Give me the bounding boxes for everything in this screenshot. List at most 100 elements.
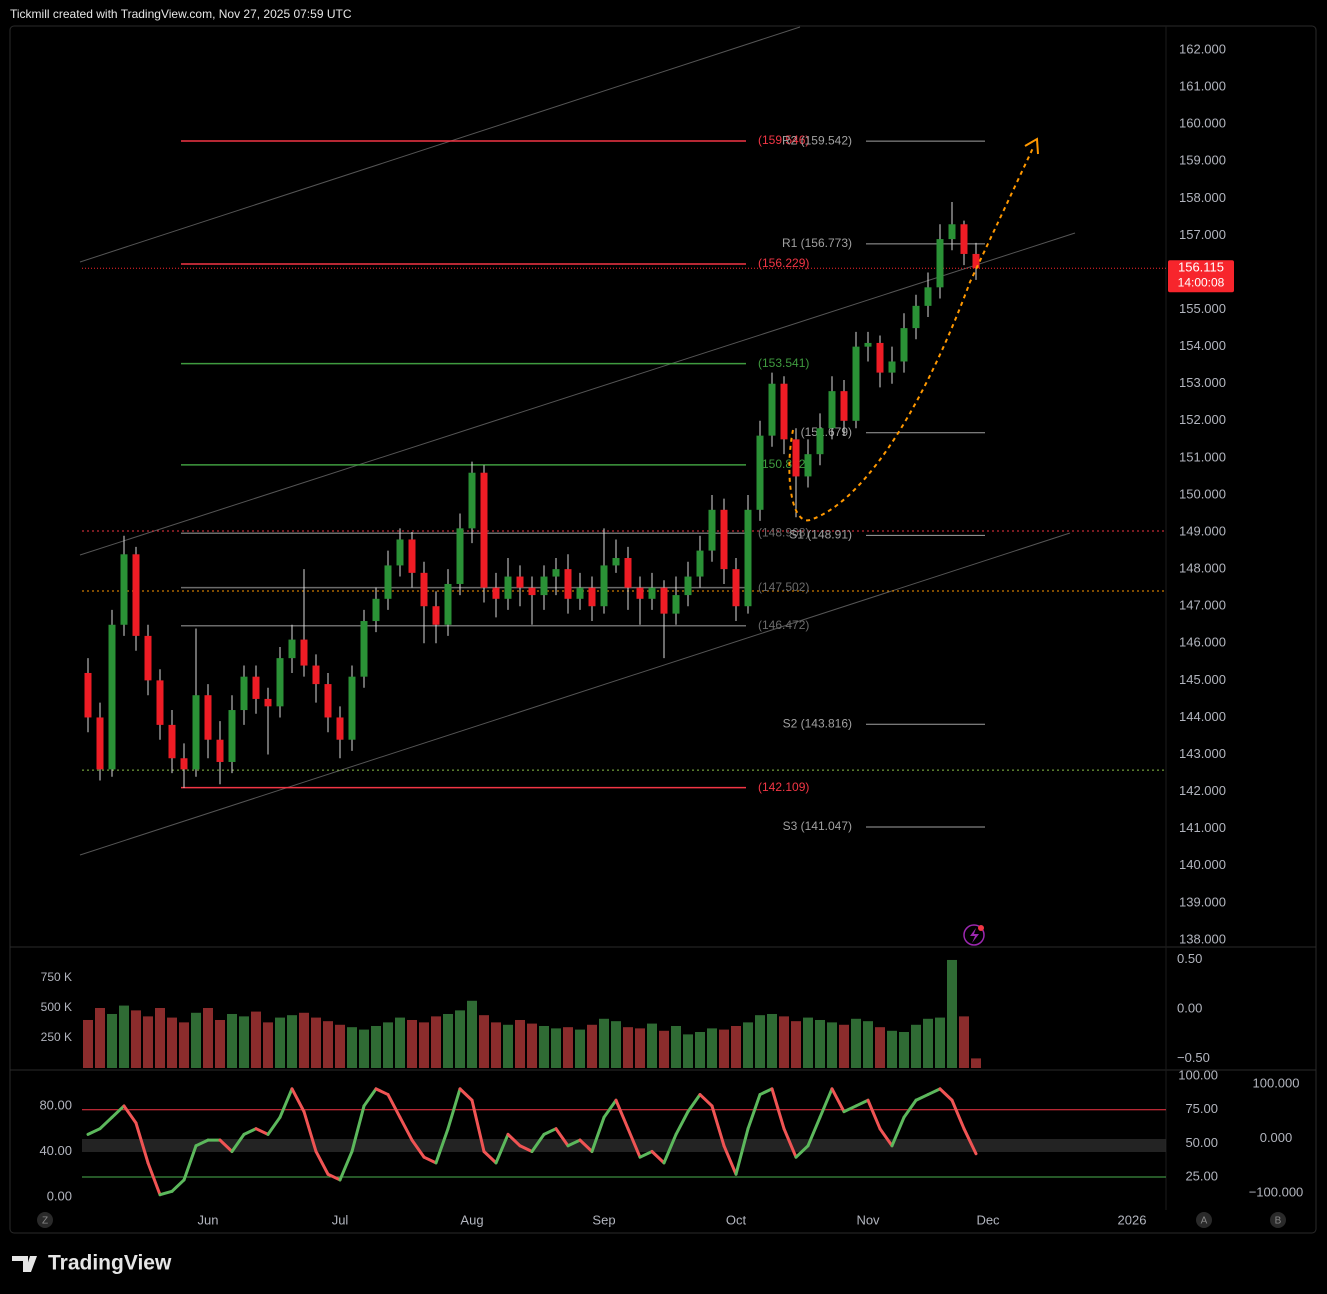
oscillator-segment: [950, 1098, 966, 1131]
tick-label: 142.000: [1179, 783, 1226, 798]
candle-body: [876, 342, 884, 373]
tick-label: 50.00: [1185, 1135, 1218, 1150]
candle-body: [816, 428, 824, 455]
oscillator-segment: [530, 1132, 546, 1153]
candle-body: [444, 583, 452, 625]
oscillator-segment: [182, 1144, 198, 1182]
oscillator-segment: [362, 1087, 378, 1108]
tick-label: 159.000: [1179, 153, 1226, 168]
oscillator-segment: [194, 1138, 210, 1148]
oscillator-segment: [878, 1127, 894, 1148]
volume-bar: [599, 1018, 609, 1068]
level-label: (147.502): [758, 580, 809, 594]
candle-body: [240, 676, 248, 711]
volume-bar: [143, 1016, 153, 1068]
oscillator-segment: [926, 1087, 942, 1097]
volume-bar: [767, 1013, 777, 1068]
alert-icon[interactable]: [963, 924, 985, 946]
volume-bar: [611, 1021, 621, 1068]
oscillator-segment: [242, 1127, 258, 1136]
candle-body: [144, 635, 152, 681]
volume-bar: [839, 1024, 849, 1068]
axis-button[interactable]: [1196, 1212, 1212, 1228]
oscillator-segment: [158, 1189, 174, 1197]
oscillator-segment: [698, 1093, 714, 1108]
axis-button-label[interactable]: Z: [42, 1216, 48, 1227]
volume-bar: [875, 1027, 885, 1068]
tick-label: 162.000: [1179, 41, 1226, 56]
axis-button[interactable]: [37, 1212, 53, 1228]
axis-button[interactable]: [1270, 1212, 1286, 1228]
oscillator-segment: [446, 1087, 462, 1131]
candle-body: [540, 576, 548, 596]
oscillator-segment: [782, 1127, 798, 1159]
tick-label: 158.000: [1179, 190, 1226, 205]
oscillator-segment: [350, 1104, 366, 1153]
tick-label: 149.000: [1179, 523, 1226, 538]
candle-body: [768, 383, 776, 436]
pivot-label: (151.679): [801, 425, 852, 439]
volume-bar: [119, 1005, 129, 1068]
candle-body: [132, 554, 140, 636]
tick-label: 0.00: [1177, 1000, 1202, 1015]
candle-body: [852, 346, 860, 421]
oscillator-segment: [602, 1098, 618, 1119]
volume-bar: [131, 1010, 141, 1068]
volume-bar: [227, 1013, 237, 1068]
candle-body: [864, 342, 872, 347]
x-tick-label: Sep: [592, 1212, 615, 1227]
tick-label: 750 K: [41, 970, 72, 984]
level-label: (159.546): [758, 133, 809, 147]
oscillator-segment: [518, 1144, 534, 1153]
tick-label: 0.000: [1260, 1130, 1293, 1145]
oscillator-segment: [614, 1098, 630, 1131]
pivot-label: S3 (141.047): [783, 819, 852, 833]
candle-body: [156, 680, 164, 725]
oscillator-segment: [86, 1127, 102, 1136]
candle-body: [612, 558, 620, 566]
oscillator-segment: [866, 1098, 882, 1131]
candle-body: [420, 572, 428, 607]
volume-bar: [287, 1015, 297, 1068]
axis-button-label[interactable]: A: [1201, 1216, 1208, 1227]
tick-label: 40.00: [39, 1143, 72, 1158]
oscillator-segment: [806, 1115, 822, 1148]
candle-body: [780, 383, 788, 440]
alert-dot: [978, 925, 984, 931]
level-label: (142.109): [758, 780, 809, 794]
volume-bar: [755, 1015, 765, 1068]
candle-body: [324, 684, 332, 718]
tick-label: 152.000: [1179, 412, 1226, 427]
candle-body: [708, 509, 716, 551]
candle-body: [228, 710, 236, 762]
volume-bar: [299, 1012, 309, 1068]
candle-body: [912, 305, 920, 329]
tick-label: 139.000: [1179, 894, 1226, 909]
candle-body: [648, 587, 656, 599]
x-tick-label: 2026: [1118, 1212, 1147, 1227]
oscillator-segment: [230, 1132, 246, 1153]
volume-bar: [971, 1058, 981, 1068]
volume-bar: [503, 1024, 513, 1068]
candle-body: [168, 724, 176, 759]
volume-bar: [83, 1019, 93, 1068]
oscillator-segment: [722, 1144, 738, 1176]
tick-label: 143.000: [1179, 746, 1226, 761]
volume-bar: [671, 1025, 681, 1068]
volume-bar: [95, 1007, 105, 1068]
candle-body: [504, 576, 512, 599]
oscillator-segment: [914, 1093, 930, 1102]
candle-body: [360, 621, 368, 677]
volume-bar: [899, 1031, 909, 1068]
tick-label: 25.00: [1185, 1168, 1218, 1183]
oscillator-segment: [554, 1127, 570, 1148]
oscillator-segment: [422, 1155, 438, 1165]
oscillator-segment: [674, 1110, 690, 1136]
axis-button-label[interactable]: B: [1275, 1216, 1282, 1227]
tick-label: 150.000: [1179, 486, 1226, 501]
oscillator-segment: [650, 1149, 666, 1165]
volume-bar: [743, 1022, 753, 1068]
trendline: [79, 26, 801, 263]
candle-body: [264, 698, 272, 707]
oscillator-segment: [434, 1127, 450, 1165]
